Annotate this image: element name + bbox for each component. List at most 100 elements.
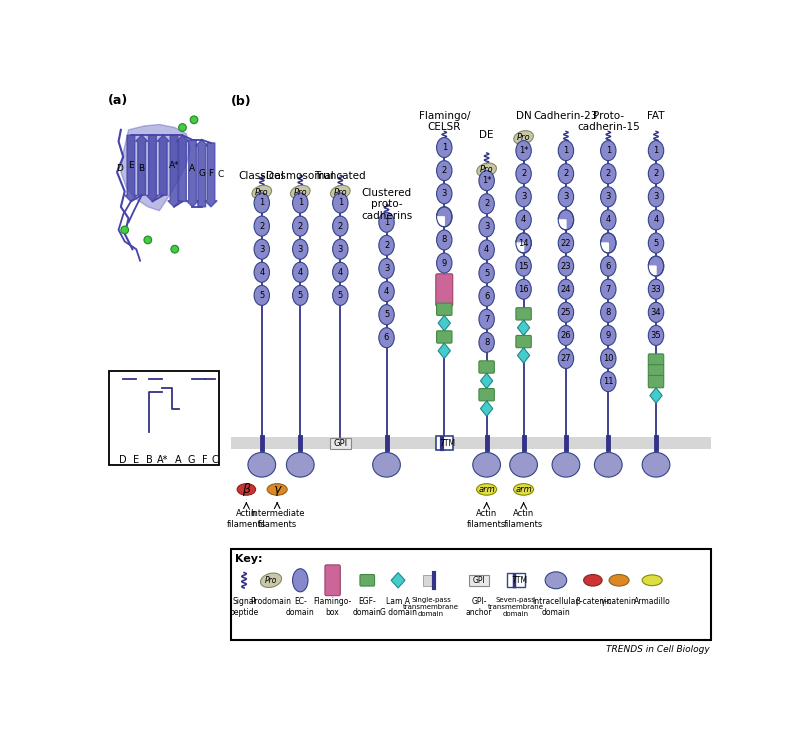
FancyBboxPatch shape <box>479 361 494 373</box>
Text: 3: 3 <box>259 245 265 254</box>
Ellipse shape <box>254 285 269 305</box>
Ellipse shape <box>254 193 269 213</box>
Ellipse shape <box>292 239 308 260</box>
Text: 7TM: 7TM <box>511 576 527 585</box>
Polygon shape <box>391 572 405 588</box>
Text: 3: 3 <box>484 222 489 231</box>
Polygon shape <box>135 135 147 195</box>
Polygon shape <box>517 348 530 363</box>
Text: B: B <box>139 164 145 173</box>
Polygon shape <box>438 316 450 331</box>
Polygon shape <box>205 143 217 207</box>
Text: Clustered
proto-
cadherins: Clustered proto- cadherins <box>361 187 412 221</box>
FancyBboxPatch shape <box>329 438 351 448</box>
Ellipse shape <box>601 279 616 299</box>
Polygon shape <box>147 135 159 201</box>
Ellipse shape <box>558 141 574 160</box>
Text: Prodomain: Prodomain <box>250 597 292 607</box>
Text: 3: 3 <box>338 245 343 254</box>
Text: D: D <box>120 455 127 465</box>
Ellipse shape <box>513 483 533 495</box>
Text: C: C <box>217 171 223 179</box>
Ellipse shape <box>254 262 269 282</box>
Ellipse shape <box>437 253 452 273</box>
Text: 22: 22 <box>560 238 571 248</box>
Ellipse shape <box>601 348 616 369</box>
FancyBboxPatch shape <box>648 364 664 377</box>
Text: A*: A* <box>157 455 168 465</box>
Text: D: D <box>116 164 124 173</box>
Text: EC-
domain: EC- domain <box>286 597 315 617</box>
Text: Cadherin-23: Cadherin-23 <box>534 111 598 120</box>
Text: 2: 2 <box>297 222 303 230</box>
Ellipse shape <box>601 233 616 253</box>
Text: 7TM: 7TM <box>439 439 455 448</box>
FancyBboxPatch shape <box>325 565 340 596</box>
Text: Signal
peptide: Signal peptide <box>230 597 259 617</box>
Text: 4: 4 <box>297 268 303 277</box>
Text: 4: 4 <box>338 268 343 277</box>
Polygon shape <box>481 401 493 416</box>
Bar <box>436 436 453 450</box>
Text: 2: 2 <box>654 169 658 178</box>
Ellipse shape <box>437 230 452 250</box>
Bar <box>423 575 434 585</box>
Ellipse shape <box>516 187 532 207</box>
Text: 4: 4 <box>654 216 658 225</box>
Circle shape <box>144 236 151 243</box>
Text: arm: arm <box>478 485 495 494</box>
Ellipse shape <box>373 453 400 477</box>
Text: 5: 5 <box>338 291 343 300</box>
Polygon shape <box>481 373 493 389</box>
Text: 5: 5 <box>384 310 389 319</box>
Ellipse shape <box>558 303 574 322</box>
Text: 5: 5 <box>259 291 265 300</box>
Ellipse shape <box>331 185 350 199</box>
Text: 9: 9 <box>606 331 611 340</box>
Text: 1: 1 <box>654 146 658 155</box>
Ellipse shape <box>292 285 308 305</box>
Ellipse shape <box>477 483 497 495</box>
Text: Actin
filaments: Actin filaments <box>504 510 544 529</box>
Ellipse shape <box>292 216 308 236</box>
Wedge shape <box>600 243 608 252</box>
Ellipse shape <box>595 453 622 477</box>
Text: F: F <box>208 169 213 178</box>
Ellipse shape <box>558 164 574 184</box>
FancyBboxPatch shape <box>360 574 375 586</box>
Ellipse shape <box>558 279 574 299</box>
FancyBboxPatch shape <box>469 575 489 585</box>
Text: Seven-pass
transmembrane
domain: Seven-pass transmembrane domain <box>488 597 544 617</box>
Text: 1: 1 <box>297 198 303 208</box>
Text: E: E <box>133 455 139 465</box>
Text: 26: 26 <box>560 331 571 340</box>
Text: B: B <box>146 455 153 465</box>
Text: Desmosomal: Desmosomal <box>266 171 334 181</box>
Text: γ: γ <box>273 483 281 496</box>
Text: 3: 3 <box>654 192 658 201</box>
Text: 2: 2 <box>606 169 611 178</box>
Ellipse shape <box>516 210 532 230</box>
Text: Intracellular
domain: Intracellular domain <box>532 597 579 617</box>
Ellipse shape <box>601 164 616 184</box>
Text: Single-pass
transmembrane
domain: Single-pass transmembrane domain <box>403 597 459 617</box>
Text: (a): (a) <box>108 93 128 106</box>
Text: Actin
filaments: Actin filaments <box>227 510 266 529</box>
FancyBboxPatch shape <box>516 308 532 320</box>
Text: Armadillo: Armadillo <box>634 597 670 607</box>
Ellipse shape <box>648 164 664 184</box>
Text: 25: 25 <box>560 308 571 317</box>
Polygon shape <box>168 135 180 207</box>
Ellipse shape <box>516 164 532 184</box>
Circle shape <box>121 226 128 234</box>
Ellipse shape <box>601 325 616 346</box>
FancyBboxPatch shape <box>516 335 532 348</box>
Ellipse shape <box>261 573 281 588</box>
Ellipse shape <box>332 239 348 260</box>
Text: 6: 6 <box>384 333 389 342</box>
Polygon shape <box>517 320 530 335</box>
Bar <box>231 437 712 449</box>
Text: Pro: Pro <box>293 187 307 197</box>
Circle shape <box>190 116 198 124</box>
Ellipse shape <box>648 233 664 253</box>
